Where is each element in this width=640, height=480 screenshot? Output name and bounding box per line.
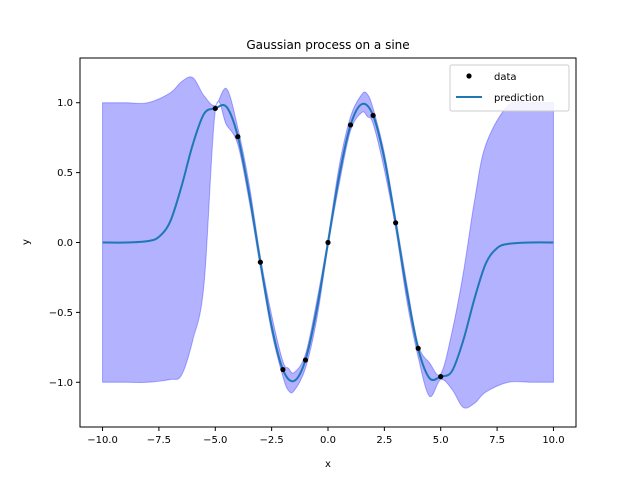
legend-marker-data [466, 73, 472, 79]
data-point [212, 105, 218, 112]
y-tick-label: 1.0 [57, 98, 73, 109]
data-point [415, 345, 421, 351]
data-point [257, 259, 263, 265]
y-tick-label: 0.0 [57, 238, 73, 249]
x-tick-label: 7.5 [489, 435, 505, 446]
y-tick-label: −1.0 [49, 378, 73, 389]
legend: data prediction [449, 64, 570, 112]
x-tick-label: −10.0 [87, 435, 118, 446]
data-point [302, 357, 309, 363]
x-tick-label: −2.5 [259, 435, 283, 446]
x-tick-label: −7.5 [147, 435, 171, 446]
chart-title: Gaussian process on a sine [246, 38, 409, 52]
x-tick-label: 5.0 [433, 435, 449, 446]
x-tick-label: 2.5 [376, 435, 392, 446]
y-axis-label: y [21, 239, 32, 245]
x-axis-label: x [325, 459, 331, 470]
legend-label-prediction: prediction [494, 93, 544, 104]
data-point [280, 366, 286, 373]
data-point [370, 112, 376, 119]
data-point [347, 122, 354, 128]
y-tick-label: 0.5 [57, 168, 73, 179]
x-tick-label: 0.0 [320, 435, 336, 446]
legend-label-data: data [494, 72, 517, 83]
data-point [235, 134, 241, 140]
data-point [325, 239, 331, 246]
data-point [438, 373, 444, 380]
x-tick-label: 10.0 [542, 435, 564, 446]
y-tick-label: −0.5 [49, 308, 73, 319]
legend-box [449, 64, 570, 112]
x-tick-label: −5.0 [203, 435, 227, 446]
plot-area: −10.0 −7.5 −5.0 −2.5 0.0 2.5 5.0 7.5 10.0 −1.0 −0.… [49, 57, 577, 446]
data-point [393, 220, 399, 226]
